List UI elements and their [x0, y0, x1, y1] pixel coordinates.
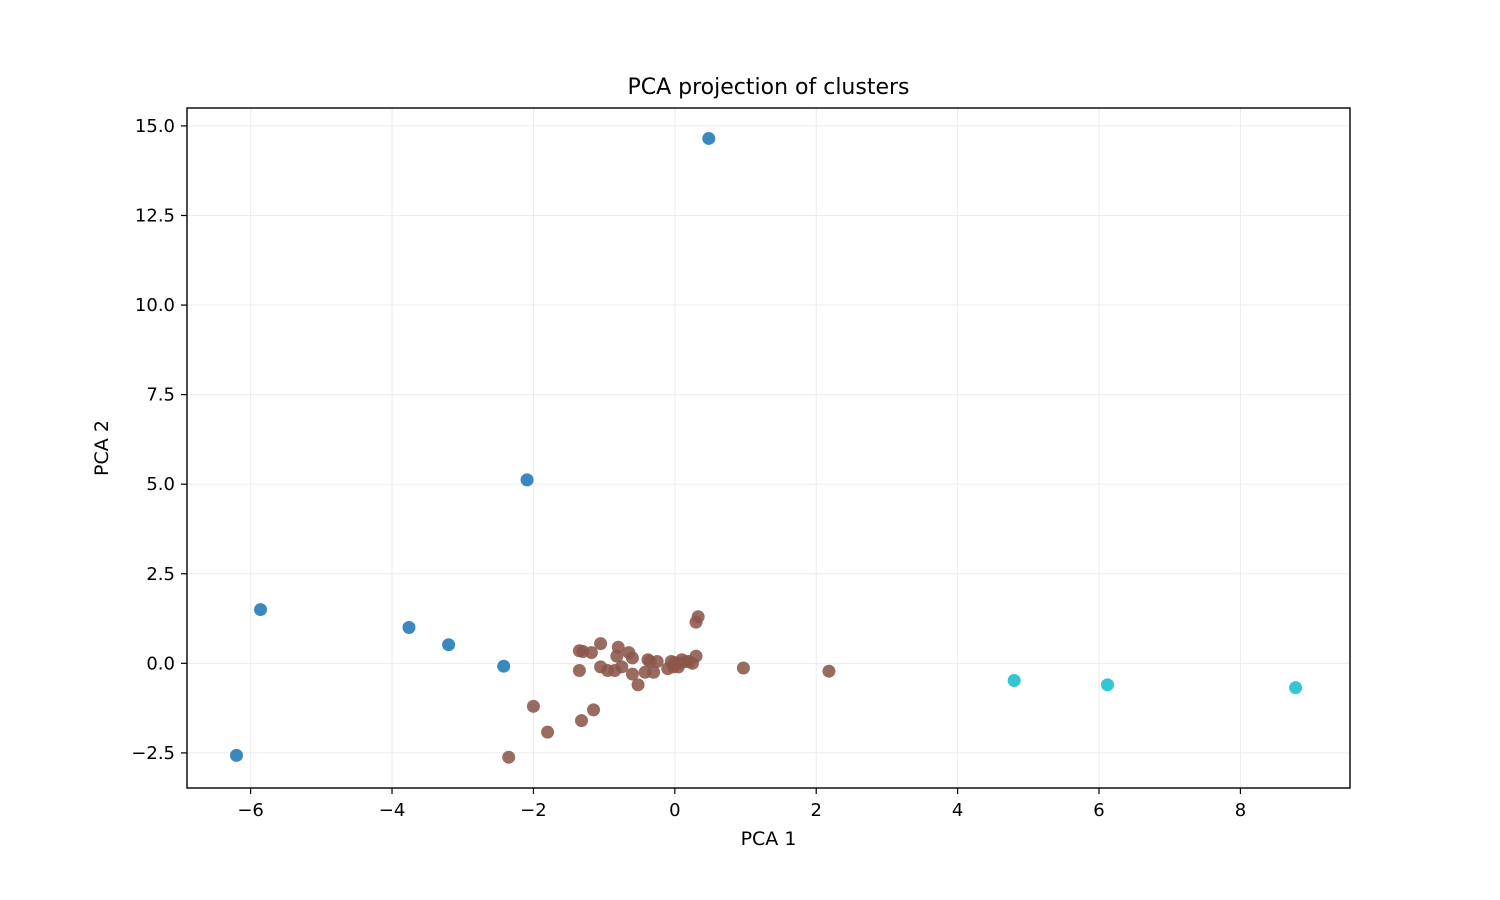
y-axis-ticks: −2.5 0.0 2.5 5.0 7.5 10.0 12.5 15.0: [131, 116, 187, 764]
x-tick-label: −4: [379, 800, 406, 821]
scatter-point-cluster-0: [254, 603, 268, 617]
x-tick-label: −6: [237, 800, 264, 821]
scatter-point-cluster-0: [442, 638, 456, 652]
x-tick-label: −2: [520, 800, 547, 821]
scatter-point-cluster-1: [631, 678, 645, 692]
scatter-point-cluster-0: [402, 620, 416, 634]
scatter-point-cluster-1: [526, 699, 540, 713]
scatter-point-cluster-1: [625, 667, 639, 681]
data-points: [229, 131, 1303, 764]
y-tick-label: 2.5: [146, 564, 175, 585]
scatter-point-cluster-1: [575, 714, 589, 728]
scatter-point-cluster-1: [647, 665, 661, 679]
scatter-point-cluster-1: [572, 663, 586, 677]
scatter-point-cluster-1: [689, 649, 703, 663]
scatter-point-cluster-1: [502, 750, 516, 764]
scatter-point-cluster-2: [1289, 681, 1303, 695]
scatter-point-cluster-1: [661, 662, 675, 676]
y-tick-label: 10.0: [135, 295, 175, 316]
y-tick-label: 7.5: [146, 385, 175, 406]
x-tick-label: 4: [952, 800, 963, 821]
y-tick-label: 5.0: [146, 474, 175, 495]
plot-frame: [186, 107, 1351, 789]
scatter-point-cluster-1: [594, 637, 608, 651]
scatter-point-cluster-0: [520, 473, 534, 487]
y-tick-label: 15.0: [135, 116, 175, 137]
scatter-point-cluster-1: [689, 615, 703, 629]
scatter-point-cluster-1: [736, 661, 750, 675]
scatter-point-cluster-2: [1007, 674, 1021, 688]
scatter-point-cluster-1: [541, 725, 555, 739]
y-tick-label: 0.0: [146, 653, 175, 674]
y-tick-label: −2.5: [131, 743, 175, 764]
scatter-point-cluster-1: [608, 663, 622, 677]
scatter-point-cluster-1: [650, 655, 664, 669]
x-tick-label: 8: [1235, 800, 1246, 821]
scatter-point-cluster-2: [1101, 678, 1115, 692]
y-axis-label: PCA 2: [91, 420, 113, 476]
scatter-point-cluster-1: [587, 703, 601, 717]
x-tick-label: 2: [810, 800, 821, 821]
chart-title: PCA projection of clusters: [627, 75, 909, 100]
x-axis-ticks: −6 −4 −2 0 2 4 6 8: [237, 788, 1246, 821]
scatter-point-cluster-1: [610, 649, 624, 663]
x-tick-label: 6: [1093, 800, 1104, 821]
scatter-point-cluster-0: [702, 131, 716, 145]
scatter-point-cluster-1: [584, 646, 598, 660]
scatter-point-cluster-1: [625, 651, 639, 665]
y-tick-label: 12.5: [135, 205, 175, 226]
scatter-point-cluster-1: [822, 664, 836, 678]
x-tick-label: 0: [669, 800, 680, 821]
scatter-point-cluster-0: [497, 659, 511, 673]
scatter-point-cluster-0: [229, 748, 243, 762]
grid-lines: [187, 108, 1350, 788]
x-axis-label: PCA 1: [741, 828, 797, 850]
scatter-point-cluster-1: [671, 660, 685, 674]
